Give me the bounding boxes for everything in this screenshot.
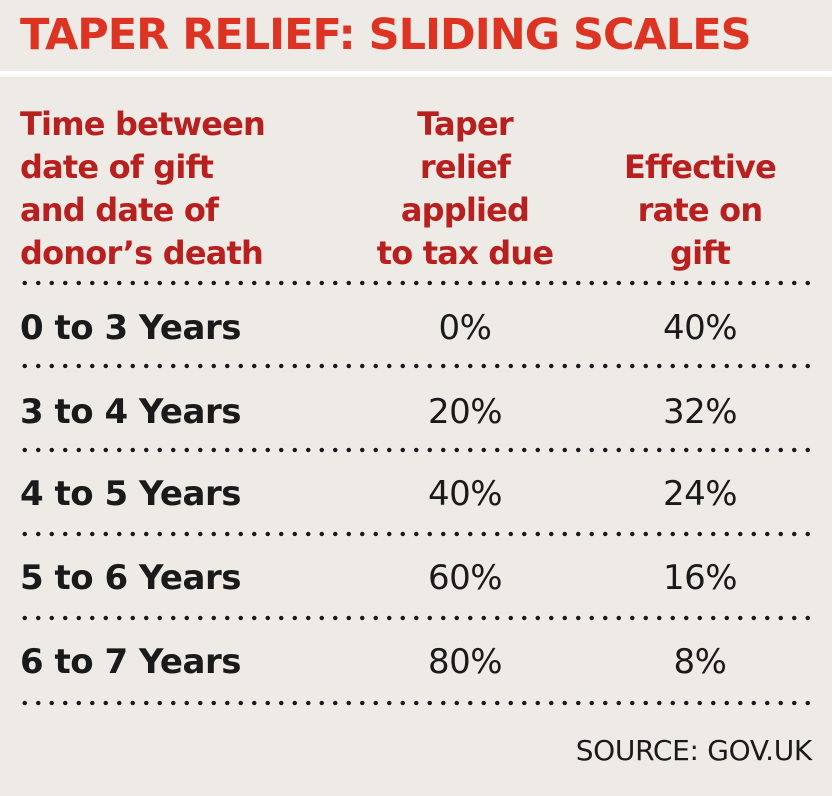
dotted-divider [18, 700, 816, 706]
cell-effective-rate: 40% [662, 308, 738, 348]
table-row: 4 to 5 Years 40% 24% [0, 474, 832, 524]
dotted-divider [18, 447, 816, 453]
cell-effective-rate: 8% [673, 642, 727, 682]
dotted-divider [18, 363, 816, 369]
cell-taper-relief: 80% [427, 642, 503, 682]
cell-taper-relief: 40% [427, 474, 503, 514]
chart-title: TAPER RELIEF: SLIDING SCALES [20, 10, 752, 60]
cell-period: 6 to 7 Years [20, 642, 241, 682]
title-bar: TAPER RELIEF: SLIDING SCALES [0, 0, 832, 71]
table-row: 3 to 4 Years 20% 32% [0, 392, 832, 442]
column-header-taper-relief: Taper relief applied to tax due [376, 105, 554, 272]
cell-taper-relief: 60% [427, 558, 503, 598]
dotted-divider [18, 615, 816, 621]
cell-period: 4 to 5 Years [20, 474, 241, 514]
column-header-effective-rate: Effective rate on gift [623, 148, 777, 272]
cell-taper-relief: 0% [438, 308, 492, 348]
cell-effective-rate: 16% [662, 558, 738, 598]
table-row: 0 to 3 Years 0% 40% [0, 308, 832, 358]
table-row: 5 to 6 Years 60% 16% [0, 558, 832, 608]
cell-taper-relief: 20% [427, 392, 503, 432]
cell-period: 0 to 3 Years [20, 308, 241, 348]
dotted-divider [18, 280, 816, 286]
table-panel: Time between date of gift and date of do… [0, 77, 832, 796]
table-row: 6 to 7 Years 80% 8% [0, 642, 832, 692]
dotted-divider [18, 531, 816, 537]
column-header-time: Time between date of gift and date of do… [20, 105, 266, 272]
cell-period: 3 to 4 Years [20, 392, 241, 432]
cell-period: 5 to 6 Years [20, 558, 241, 598]
cell-effective-rate: 32% [662, 392, 738, 432]
source-note: SOURCE: GOV.UK [575, 734, 813, 767]
cell-effective-rate: 24% [662, 474, 738, 514]
